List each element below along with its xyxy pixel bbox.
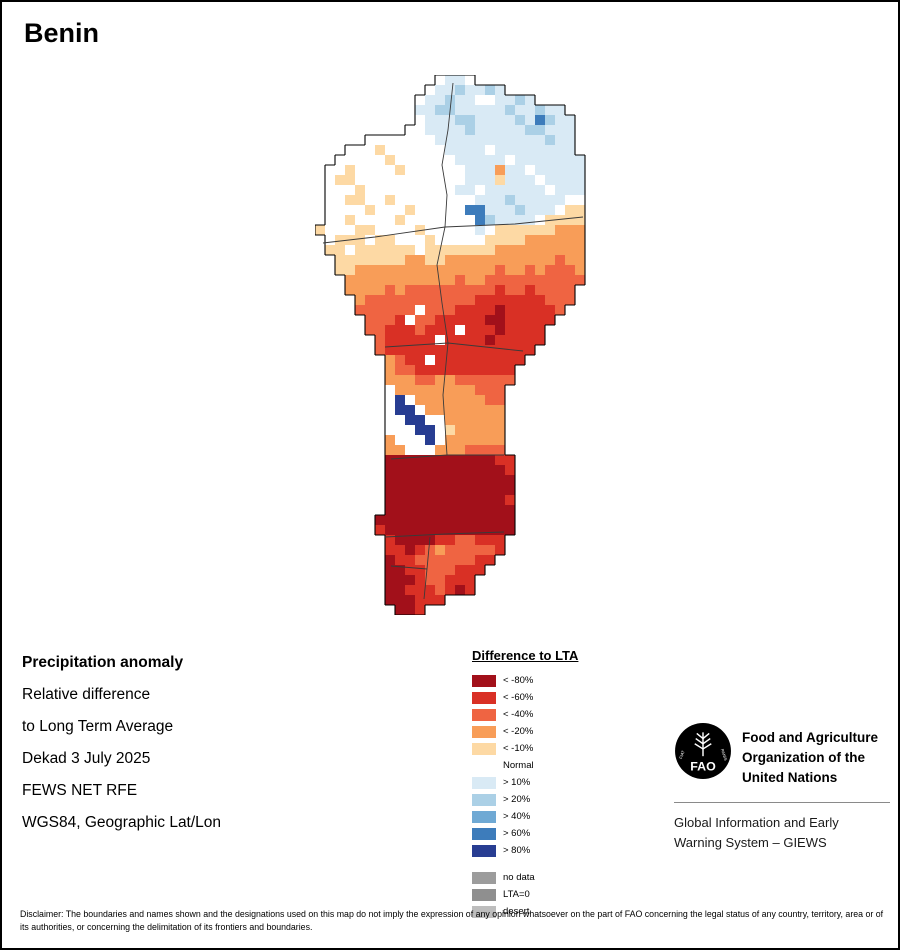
fao-motto-right: PANIS <box>720 748 729 761</box>
fao-block: FAO FIAT PANIS Food and Agriculture Orga… <box>674 722 890 853</box>
info-line-dekad: Dekad 3 July 2025 <box>22 750 151 767</box>
admin-boundary <box>442 342 449 456</box>
info-line-projection: WGS84, Geographic Lat/Lon <box>22 814 222 831</box>
admin-boundary <box>384 531 505 538</box>
legend-item: > 80% <box>472 842 622 859</box>
legend-swatch <box>472 742 496 755</box>
legend-swatch <box>472 674 496 687</box>
precipitation-anomaly-raster <box>314 74 586 616</box>
fao-divider <box>674 802 890 803</box>
admin-boundary <box>436 226 449 344</box>
legend-item: LTA=0 <box>472 886 622 903</box>
legend-items: < -80% < -60% < -40% < -20% < -10% Normal > 10… <box>472 672 622 859</box>
legend-swatch <box>472 759 496 772</box>
legend-item: > 60% <box>472 825 622 842</box>
legend-swatch <box>472 725 496 738</box>
fao-acronym: FAO <box>690 760 716 774</box>
giews-line: Warning System – GIEWS <box>674 835 827 850</box>
legend-item: < -60% <box>472 689 622 706</box>
legend: Difference to LTA < -80% < -60% < -40% < -2… <box>472 648 622 920</box>
legend-label: > 40% <box>503 811 531 822</box>
map-info-block: Precipitation anomaly Relative differenc… <box>22 654 221 846</box>
legend-swatch <box>472 691 496 704</box>
legend-label: < -80% <box>503 675 534 686</box>
legend-label: > 20% <box>503 794 531 805</box>
legend-swatch <box>472 844 496 857</box>
legend-label: LTA=0 <box>503 889 530 900</box>
giews-label: Global Information and Early Warning Sys… <box>674 813 890 853</box>
fao-org-line: Organization of the <box>742 750 865 765</box>
fao-motto-left: FIAT <box>678 749 686 759</box>
legend-title: Difference to LTA <box>472 648 579 663</box>
legend-swatch <box>472 810 496 823</box>
admin-boundary <box>390 454 504 460</box>
wheat-icon <box>694 732 712 757</box>
legend-item: < -10% <box>472 740 622 757</box>
fao-org-line: Food and Agriculture <box>742 730 878 745</box>
legend-item: < -80% <box>472 672 622 689</box>
legend-item: < -20% <box>472 723 622 740</box>
admin-boundary <box>441 82 454 228</box>
fao-header: FAO FIAT PANIS Food and Agriculture Orga… <box>674 722 890 788</box>
fao-org-line: United Nations <box>742 770 838 785</box>
legend-item: no data <box>472 869 622 886</box>
legend-item: > 10% <box>472 774 622 791</box>
legend-swatch <box>472 793 496 806</box>
info-line-source: FEWS NET RFE <box>22 782 138 799</box>
raster-cells <box>315 75 585 615</box>
page-title: Benin <box>24 18 100 48</box>
legend-label: < -20% <box>503 726 534 737</box>
fao-org-name: Food and Agriculture Organization of the… <box>742 722 878 788</box>
giews-line: Global Information and Early <box>674 815 839 830</box>
legend-label: < -40% <box>503 709 534 720</box>
legend-item: > 40% <box>472 808 622 825</box>
legend-item: > 20% <box>472 791 622 808</box>
legend-label: > 60% <box>503 828 531 839</box>
legend-swatch <box>472 905 496 918</box>
fao-logo-icon: FAO FIAT PANIS <box>675 723 731 779</box>
country-outline <box>314 74 586 616</box>
disclaimer-text: Disclaimer: The boundaries and names sho… <box>20 909 884 932</box>
legend-item: desert <box>472 903 622 920</box>
info-line: Relative difference <box>22 686 151 703</box>
benin-map <box>314 74 595 616</box>
legend-item: Normal <box>472 757 622 774</box>
legend-label: desert <box>503 906 530 917</box>
legend-label: Normal <box>503 760 534 771</box>
legend-label: no data <box>503 872 535 883</box>
legend-item: < -40% <box>472 706 622 723</box>
info-heading: Precipitation anomaly <box>22 654 184 671</box>
legend-swatch <box>472 871 496 884</box>
info-line: to Long Term Average <box>22 718 174 735</box>
legend-label: < -10% <box>503 743 534 754</box>
legend-label: > 80% <box>503 845 531 856</box>
legend-swatch <box>472 888 496 901</box>
admin-boundary <box>390 565 428 570</box>
legend-swatch <box>472 708 496 721</box>
legend-swatch <box>472 827 496 840</box>
legend-swatch <box>472 776 496 789</box>
legend-special-items: no data LTA=0 desert <box>472 869 622 920</box>
legend-label: < -60% <box>503 692 534 703</box>
legend-label: > 10% <box>503 777 531 788</box>
